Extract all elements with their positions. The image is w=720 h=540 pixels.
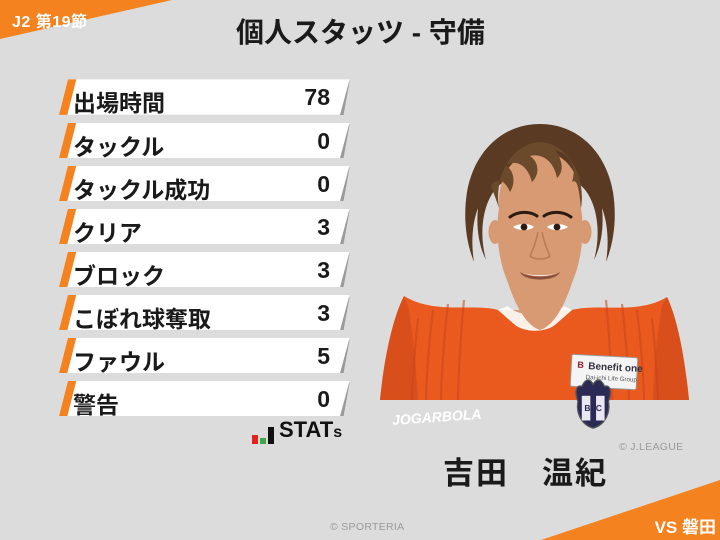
svg-text:B: B <box>577 360 585 370</box>
svg-text:JOGARBOLA: JOGARBOLA <box>392 406 482 428</box>
svg-text:BFC: BFC <box>584 403 602 413</box>
